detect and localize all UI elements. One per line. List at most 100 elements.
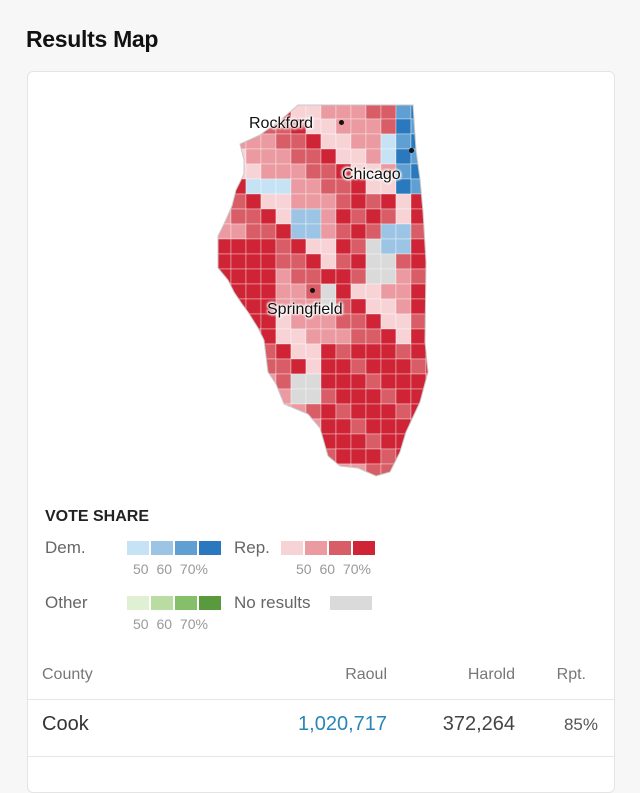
county-cell[interactable] (260, 433, 277, 450)
county-cell[interactable] (275, 343, 292, 360)
county-cell[interactable] (425, 104, 441, 120)
county-cell[interactable] (305, 208, 322, 225)
county-cell[interactable] (230, 238, 247, 255)
county-cell[interactable] (260, 208, 277, 225)
county-cell[interactable] (305, 253, 322, 270)
county-cell[interactable] (395, 328, 412, 345)
county-cell[interactable] (395, 373, 412, 390)
county-cell[interactable] (380, 268, 397, 285)
county-cell[interactable] (260, 448, 277, 465)
county-cell[interactable] (260, 343, 277, 360)
county-cell[interactable] (260, 178, 277, 195)
county-cell[interactable] (305, 178, 322, 195)
county-cell[interactable] (290, 463, 307, 479)
county-cell[interactable] (305, 403, 322, 420)
county-cell[interactable] (410, 448, 427, 465)
county-cell[interactable] (245, 463, 262, 479)
county-cell[interactable] (320, 433, 337, 450)
county-cell[interactable] (260, 388, 277, 405)
county-cell[interactable] (245, 328, 262, 345)
county-cell[interactable] (275, 208, 292, 225)
county-cell[interactable] (216, 463, 232, 479)
county-cell[interactable] (305, 373, 322, 390)
county-cell[interactable] (365, 148, 382, 165)
county-cell[interactable] (395, 133, 412, 150)
county-cell[interactable] (425, 283, 441, 300)
county-cell[interactable] (230, 373, 247, 390)
county-cell[interactable] (290, 268, 307, 285)
county-cell[interactable] (230, 253, 247, 270)
county-cell[interactable] (380, 343, 397, 360)
county-cell[interactable] (305, 148, 322, 165)
county-cell[interactable] (260, 403, 277, 420)
county-cell[interactable] (425, 268, 441, 285)
header-harold[interactable]: Harold (467, 666, 515, 683)
county-cell[interactable] (350, 418, 367, 435)
county-cell[interactable] (305, 163, 322, 180)
county-cell[interactable] (425, 463, 441, 479)
header-county[interactable]: County (42, 666, 93, 683)
county-cell[interactable] (305, 238, 322, 255)
county-cell[interactable] (275, 238, 292, 255)
county-cell[interactable] (380, 358, 397, 375)
county-cell[interactable] (230, 223, 247, 240)
county-cell[interactable] (245, 268, 262, 285)
county-cell[interactable] (350, 313, 367, 330)
county-cell[interactable] (335, 403, 352, 420)
county-cell[interactable] (230, 268, 247, 285)
county-cell[interactable] (216, 448, 232, 465)
county-cell[interactable] (395, 208, 412, 225)
county-cell[interactable] (320, 118, 337, 135)
county-cell[interactable] (380, 433, 397, 450)
county-cell[interactable] (305, 133, 322, 150)
county-cell[interactable] (275, 193, 292, 210)
county-cell[interactable] (275, 163, 292, 180)
county-cell[interactable] (350, 358, 367, 375)
county-cell[interactable] (410, 418, 427, 435)
county-cell[interactable] (320, 104, 337, 120)
county-cell[interactable] (320, 328, 337, 345)
county-cell[interactable] (245, 418, 262, 435)
county-cell[interactable] (230, 328, 247, 345)
county-cell[interactable] (380, 418, 397, 435)
county-cell[interactable] (380, 253, 397, 270)
county-cell[interactable] (350, 268, 367, 285)
county-cell[interactable] (350, 253, 367, 270)
county-cell[interactable] (275, 358, 292, 375)
county-cell[interactable] (380, 193, 397, 210)
county-cell[interactable] (216, 133, 232, 150)
county-cell[interactable] (380, 448, 397, 465)
county-cell[interactable] (395, 343, 412, 360)
county-cell[interactable] (335, 448, 352, 465)
county-cell[interactable] (275, 463, 292, 479)
county-cell[interactable] (216, 403, 232, 420)
county-cell[interactable] (216, 328, 232, 345)
county-cell[interactable] (245, 223, 262, 240)
county-cell[interactable] (395, 388, 412, 405)
county-cell[interactable] (216, 358, 232, 375)
county-cell[interactable] (395, 238, 412, 255)
county-cell[interactable] (275, 178, 292, 195)
county-cell[interactable] (230, 448, 247, 465)
county-cell[interactable] (425, 373, 441, 390)
county-cell[interactable] (230, 418, 247, 435)
county-cell[interactable] (245, 193, 262, 210)
county-cell[interactable] (216, 343, 232, 360)
county-cell[interactable] (245, 373, 262, 390)
county-cell[interactable] (245, 403, 262, 420)
county-cell[interactable] (305, 193, 322, 210)
county-cell[interactable] (216, 388, 232, 405)
county-cell[interactable] (335, 343, 352, 360)
county-cell[interactable] (260, 238, 277, 255)
county-cell[interactable] (260, 268, 277, 285)
county-cell[interactable] (395, 313, 412, 330)
county-cell[interactable] (275, 328, 292, 345)
county-cell[interactable] (395, 358, 412, 375)
county-cell[interactable] (216, 118, 232, 135)
county-cell[interactable] (380, 388, 397, 405)
county-cell[interactable] (380, 298, 397, 315)
county-cell[interactable] (425, 238, 441, 255)
county-cell[interactable] (290, 238, 307, 255)
county-cell[interactable] (245, 358, 262, 375)
county-cell[interactable] (320, 193, 337, 210)
